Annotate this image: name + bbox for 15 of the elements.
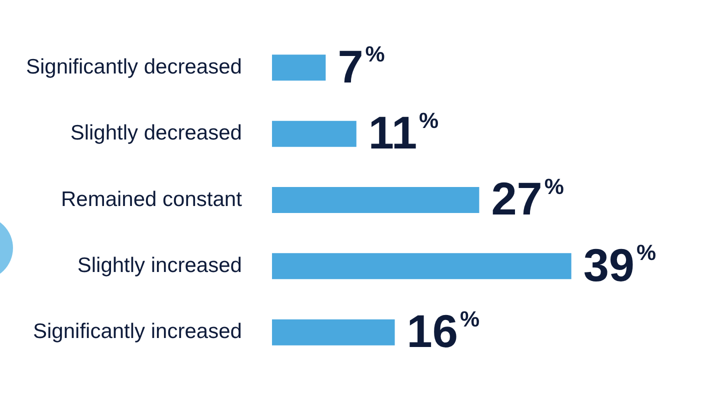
data-label: 27%	[491, 172, 564, 225]
bar	[272, 319, 395, 346]
y-tick-label: Slightly decreased	[70, 122, 242, 145]
data-label: 7%	[338, 40, 385, 92]
data-label: 11%	[368, 106, 439, 159]
data-label: 16%	[406, 305, 480, 358]
bar	[272, 120, 356, 147]
y-tick-label: Slightly increased	[77, 254, 242, 277]
data-label: 39%	[583, 238, 656, 291]
bar	[272, 54, 326, 81]
y-tick-label: Significantly decreased	[26, 55, 242, 78]
y-tick-label: Significantly increased	[33, 320, 242, 344]
bar	[272, 187, 480, 213]
bar	[272, 253, 572, 280]
y-tick-label: Remained constant	[61, 188, 242, 211]
